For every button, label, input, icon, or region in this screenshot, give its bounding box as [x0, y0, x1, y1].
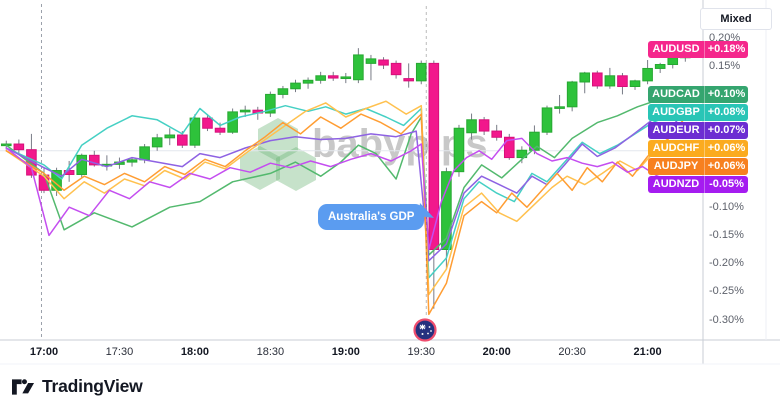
event-tooltip: Australia's GDP: [318, 202, 437, 230]
status-badge[interactable]: Mixed: [700, 8, 772, 30]
series-line-audjpy: [5, 113, 687, 316]
pair-label-audchf[interactable]: AUDCHF +0.06%: [648, 139, 748, 157]
pair-change: +0.07%: [704, 121, 748, 139]
pair-change: +0.06%: [704, 157, 748, 175]
series-line-audgbp: [5, 104, 687, 279]
pair-change: +0.08%: [704, 103, 748, 121]
pair-label-audgbp[interactable]: AUDGBP +0.08%: [648, 103, 748, 121]
pair-label-audnzd[interactable]: AUDNZD -0.05%: [648, 175, 748, 193]
tooltip-tail: [418, 202, 437, 219]
pair-change: +0.06%: [704, 139, 748, 157]
series-line-audnzd: [5, 137, 687, 251]
tradingview-mark-icon: [12, 378, 35, 395]
pair-label-audeur[interactable]: AUDEUR +0.07%: [648, 121, 748, 139]
pair-change: +0.18%: [704, 40, 748, 58]
tradingview-logo[interactable]: TradingView: [12, 376, 143, 397]
pair-change: +0.10%: [704, 85, 748, 103]
tradingview-brand-text: TradingView: [42, 376, 143, 396]
pair-symbol: AUDJPY: [653, 160, 699, 173]
event-tooltip-label: Australia's GDP: [328, 211, 415, 223]
australia-flag-icon[interactable]: [413, 318, 437, 347]
pair-label-audusd[interactable]: AUDUSD +0.18%: [648, 40, 748, 58]
pair-symbol: AUDCHF: [652, 142, 700, 155]
pair-symbol: AUDEUR: [652, 124, 700, 137]
pair-symbol: AUDNZD: [652, 178, 700, 191]
pair-symbol: AUDCAD: [652, 88, 700, 101]
pair-label-audcad[interactable]: AUDCAD +0.10%: [648, 85, 748, 103]
pair-label-audjpy[interactable]: AUDJPY +0.06%: [648, 157, 748, 175]
pair-symbol: AUDUSD: [652, 43, 700, 56]
series-line-audchf: [5, 100, 687, 296]
series-line-audeur: [5, 110, 687, 262]
series-line-audcad: [5, 93, 687, 256]
pair-symbol: AUDGBP: [652, 106, 700, 119]
pair-change: -0.05%: [704, 175, 748, 193]
